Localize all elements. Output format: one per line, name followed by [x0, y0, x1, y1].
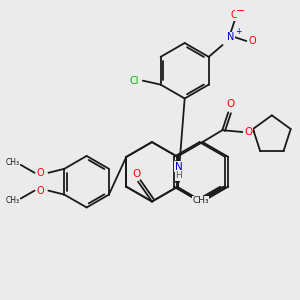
- Text: −: −: [236, 6, 245, 16]
- Text: CH₃: CH₃: [6, 196, 20, 205]
- Text: CH₃: CH₃: [6, 158, 20, 167]
- Text: O: O: [226, 99, 234, 110]
- Text: CH₃: CH₃: [192, 196, 209, 205]
- Text: N: N: [175, 162, 183, 172]
- Text: O: O: [248, 36, 256, 46]
- Text: O: O: [37, 186, 44, 196]
- Text: H: H: [176, 171, 182, 180]
- Text: O: O: [244, 127, 252, 137]
- Text: O: O: [231, 10, 238, 20]
- Text: O: O: [132, 169, 140, 179]
- Text: Cl: Cl: [129, 76, 139, 85]
- Text: N: N: [227, 32, 234, 42]
- Text: +: +: [235, 27, 242, 36]
- Text: O: O: [37, 168, 44, 178]
